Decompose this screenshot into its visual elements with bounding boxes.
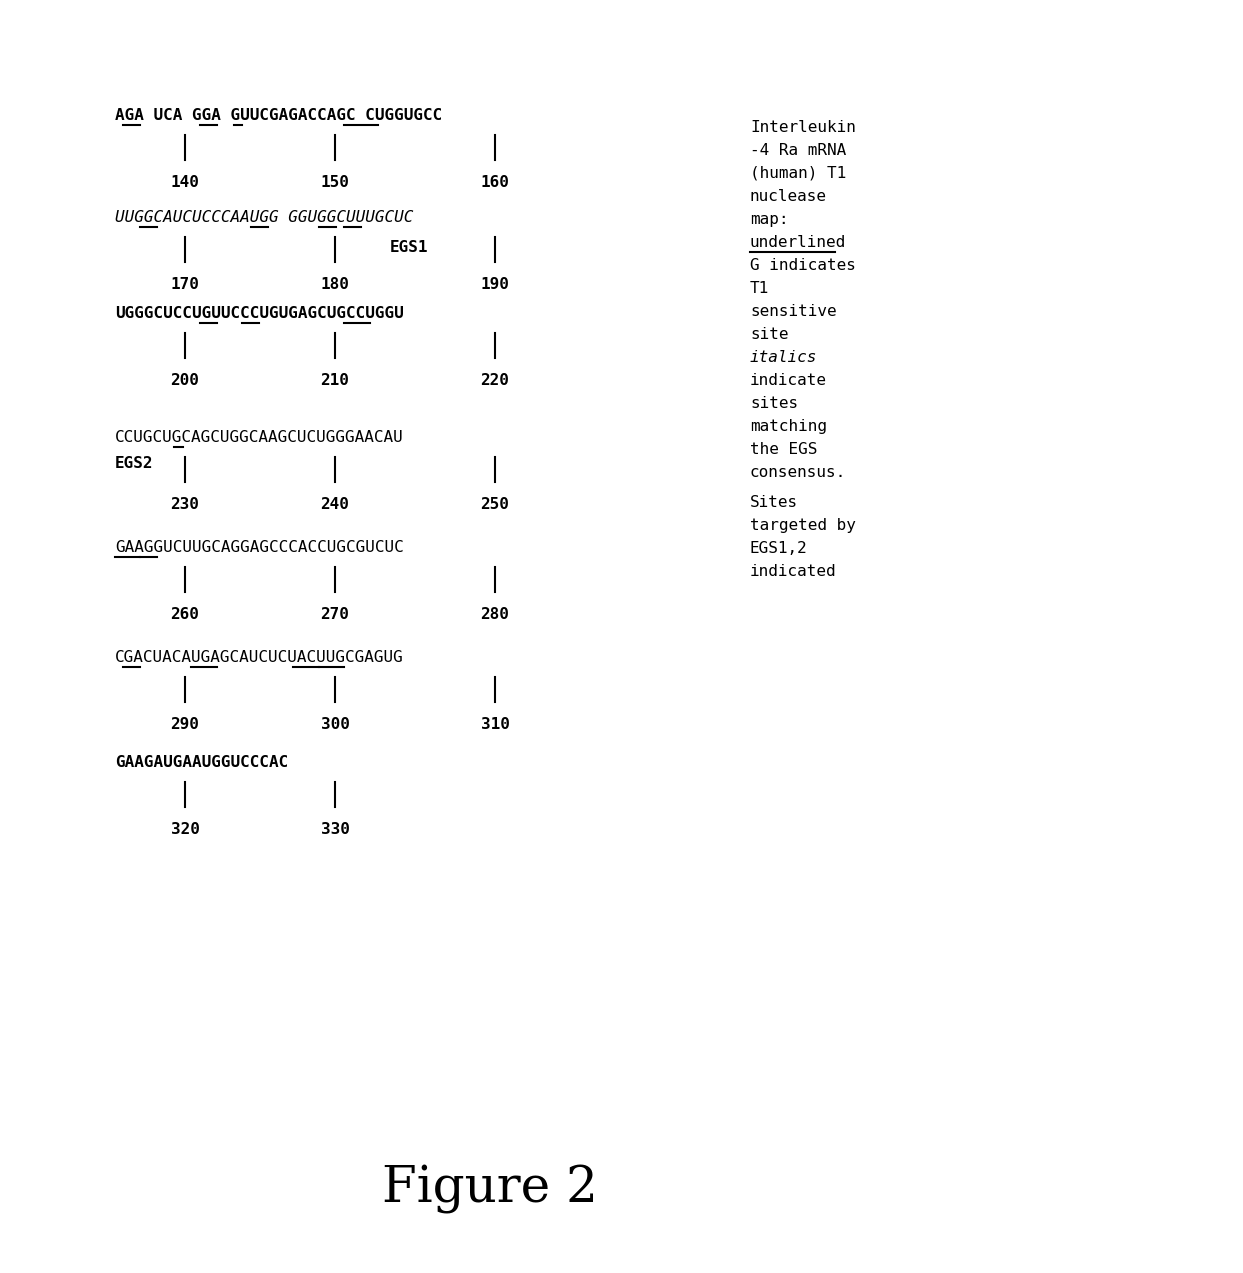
Text: 140: 140 xyxy=(170,174,199,190)
Text: EGS1: EGS1 xyxy=(390,241,429,256)
Text: indicate: indicate xyxy=(750,373,827,388)
Text: UUGGCAUCUCCCAAUGG GGUGGCUUUGCUC: UUGGCAUCUCCCAAUGG GGUGGCUUUGCUC xyxy=(116,210,414,225)
Text: Figure 2: Figure 2 xyxy=(382,1165,598,1214)
Text: 310: 310 xyxy=(481,717,510,732)
Text: GAAGGUCUUGCAGGAGCCCACCUGCGUCUC: GAAGGUCUUGCAGGAGCCCACCUGCGUCUC xyxy=(116,540,404,555)
Text: 300: 300 xyxy=(321,717,349,732)
Text: matching: matching xyxy=(750,419,827,434)
Text: sites: sites xyxy=(750,396,798,411)
Text: indicated: indicated xyxy=(750,564,837,579)
Text: sensitive: sensitive xyxy=(750,304,837,320)
Text: 260: 260 xyxy=(170,607,199,622)
Text: italics: italics xyxy=(750,350,818,365)
Text: underlined: underlined xyxy=(750,236,846,250)
Text: nuclease: nuclease xyxy=(750,188,827,204)
Text: map:: map: xyxy=(750,213,788,227)
Text: GAAGAUGAAUGGUCCCAC: GAAGAUGAAUGGUCCCAC xyxy=(116,755,288,770)
Text: 150: 150 xyxy=(321,174,349,190)
Text: 290: 290 xyxy=(170,717,199,732)
Text: 180: 180 xyxy=(321,278,349,292)
Text: 190: 190 xyxy=(481,278,510,292)
Text: the EGS: the EGS xyxy=(750,442,818,457)
Text: Interleukin: Interleukin xyxy=(750,120,856,135)
Text: G indicates: G indicates xyxy=(750,258,856,272)
Text: site: site xyxy=(750,327,788,342)
Text: 200: 200 xyxy=(170,373,199,388)
Text: 170: 170 xyxy=(170,278,199,292)
Text: 280: 280 xyxy=(481,607,510,622)
Text: 160: 160 xyxy=(481,174,510,190)
Text: 270: 270 xyxy=(321,607,349,622)
Text: (human) T1: (human) T1 xyxy=(750,165,846,181)
Text: 330: 330 xyxy=(321,822,349,838)
Text: 320: 320 xyxy=(170,822,199,838)
Text: 250: 250 xyxy=(481,496,510,512)
Text: -4 Ra mRNA: -4 Ra mRNA xyxy=(750,143,846,158)
Text: 240: 240 xyxy=(321,496,349,512)
Text: targeted by: targeted by xyxy=(750,518,856,533)
Text: CCUGCUGCAGCUGGCAAGCUCUGGGAACAU: CCUGCUGCAGCUGGCAAGCUCUGGGAACAU xyxy=(116,430,404,446)
Text: 230: 230 xyxy=(170,496,199,512)
Text: T1: T1 xyxy=(750,281,769,297)
Text: 210: 210 xyxy=(321,373,349,388)
Text: consensus.: consensus. xyxy=(750,465,846,480)
Text: Sites: Sites xyxy=(750,495,798,510)
Text: UGGGCUCCUGUUCCCUGUGAGCUGCCUGGU: UGGGCUCCUGUUCCCUGUGAGCUGCCUGGU xyxy=(116,306,404,321)
Text: AGA UCA GGA GUUCGAGACCAGC CUGGUGCC: AGA UCA GGA GUUCGAGACCAGC CUGGUGCC xyxy=(116,108,443,123)
Text: CGACUACAUGAGCAUCUCUACUUGCGAGUG: CGACUACAUGAGCAUCUCUACUUGCGAGUG xyxy=(116,651,404,665)
Text: 220: 220 xyxy=(481,373,510,388)
Text: EGS1,2: EGS1,2 xyxy=(750,541,808,556)
Text: EGS2: EGS2 xyxy=(116,456,153,471)
